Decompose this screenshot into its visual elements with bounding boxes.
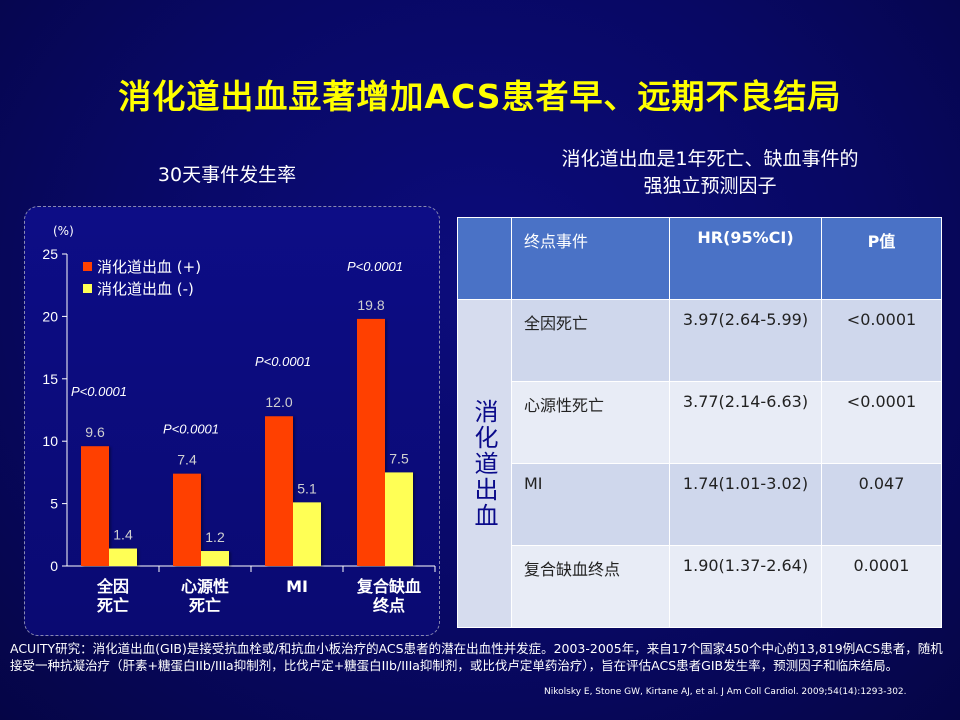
- y-tick-label: 20: [42, 308, 58, 324]
- bar-gib-negative: [201, 551, 229, 566]
- data-label: 7.4: [177, 452, 197, 468]
- bar-gib-negative: [385, 472, 413, 566]
- table-header-row: 终点事件 HR(95%CI) P值: [457, 217, 942, 300]
- y-axis-label: (%): [53, 224, 74, 238]
- data-label: 5.1: [297, 480, 317, 496]
- cell-endpoint: 全因死亡: [511, 299, 670, 382]
- x-category-label: 终点: [373, 596, 405, 615]
- citation: Nikolsky E, Stone GW, Kirtane AJ, et al.…: [544, 687, 907, 697]
- hazard-ratio-table: 终点事件 HR(95%CI) P值 消化道出血 全因死亡 3.97(2.64-5…: [457, 217, 942, 628]
- table-row: MI 1.74(1.01-3.02) 0.047: [458, 463, 942, 546]
- bar-gib-positive: [81, 446, 109, 566]
- bar-chart: 0510152025(%)9.61.4P<0.0001全因死亡7.41.2P<0…: [42, 224, 436, 615]
- data-label: 1.4: [113, 527, 133, 543]
- legend-label: 消化道出血 (+): [97, 258, 201, 276]
- table-subtitle: 消化道出血是1年死亡、缺血事件的 强独立预测因子: [470, 146, 950, 200]
- study-footnote: ACUITY研究：消化道出血(GIB)是接受抗血栓或/和抗血小板治疗的ACS患者…: [10, 641, 943, 673]
- table-row: 消化道出血 全因死亡 3.97(2.64-5.99) <0.0001: [457, 299, 942, 628]
- table-corner-cell: [457, 217, 512, 300]
- data-label: 12.0: [265, 394, 292, 410]
- table-row: 心源性死亡 3.77(2.14-6.63) <0.0001: [458, 381, 942, 464]
- bar-gib-positive: [265, 416, 293, 566]
- data-label: 7.5: [389, 450, 409, 466]
- cell-hr: 1.90(1.37-2.64): [669, 545, 822, 628]
- cell-p: <0.0001: [821, 381, 942, 464]
- cell-endpoint: MI: [511, 463, 670, 546]
- bar-gib-negative: [109, 548, 137, 566]
- y-tick-label: 5: [50, 496, 58, 512]
- data-label: 9.6: [85, 424, 105, 440]
- table-subtitle-line2: 强独立预测因子: [643, 175, 777, 197]
- chart-subtitle: 30天事件发生率: [157, 164, 297, 186]
- cell-hr: 1.74(1.01-3.02): [669, 463, 822, 546]
- cell-p: <0.0001: [821, 299, 942, 382]
- y-tick-label: 15: [42, 371, 58, 387]
- x-category-label: 全因: [96, 577, 129, 596]
- cell-hr: 3.77(2.14-6.63): [669, 381, 822, 464]
- p-value-annotation: P<0.0001: [255, 354, 311, 369]
- x-category-label: 死亡: [189, 596, 221, 615]
- header-p: P值: [821, 217, 942, 300]
- cell-hr: 3.97(2.64-5.99): [669, 299, 822, 382]
- bar-gib-positive: [357, 318, 385, 566]
- cell-p: 0.0001: [821, 545, 942, 628]
- legend-swatch: [83, 262, 92, 271]
- slide-title: 消化道出血显著增加ACS患者早、远期不良结局: [118, 77, 842, 116]
- p-value-annotation: P<0.0001: [347, 259, 403, 274]
- row-group-header: 消化道出血: [457, 299, 512, 628]
- y-tick-label: 25: [42, 246, 58, 262]
- p-value-annotation: P<0.0001: [163, 422, 219, 437]
- x-category-label: MI: [286, 577, 308, 596]
- bar-gib-positive: [173, 473, 201, 566]
- cell-endpoint: 心源性死亡: [511, 381, 670, 464]
- legend-swatch: [83, 284, 92, 293]
- chart-panel: 0 5 10 15 20 25 (%) 9.6 1.4 P<0.0001 全因 死亡 7.4 1.2 P<0…: [24, 206, 440, 636]
- table-row: 复合缺血终点 1.90(1.37-2.64) 0.0001: [458, 545, 942, 628]
- data-label: 1.2: [205, 529, 225, 545]
- cell-p: 0.047: [821, 463, 942, 546]
- y-tick-label: 0: [50, 558, 58, 574]
- header-hr: HR(95%CI): [669, 217, 822, 300]
- y-tick-label: 10: [42, 433, 58, 449]
- x-category-label: 死亡: [97, 596, 129, 615]
- table-subtitle-line1: 消化道出血是1年死亡、缺血事件的: [561, 148, 859, 170]
- header-endpoint: 终点事件: [511, 217, 670, 300]
- x-category-label: 心源性: [181, 577, 229, 596]
- bar-gib-negative: [293, 502, 321, 566]
- x-category-label: 复合缺血: [356, 577, 421, 596]
- cell-endpoint: 复合缺血终点: [511, 545, 670, 628]
- data-label: 19.8: [357, 297, 384, 313]
- legend-label: 消化道出血 (-): [97, 280, 194, 298]
- p-value-annotation: P<0.0001: [71, 384, 127, 399]
